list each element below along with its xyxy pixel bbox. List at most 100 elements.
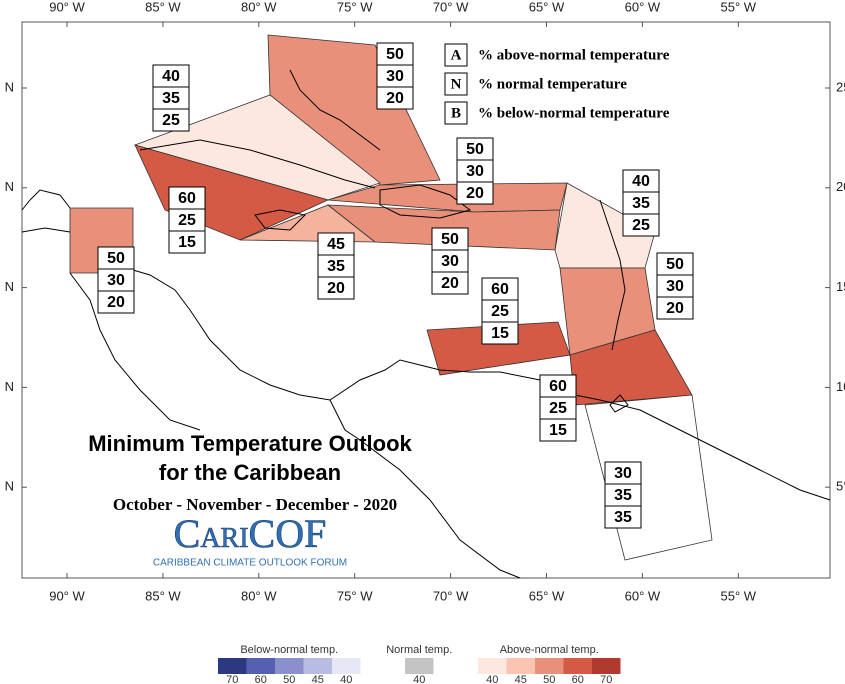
logo-name: CariCOF <box>174 511 327 556</box>
latitude-label: N <box>5 179 14 194</box>
title-line: Minimum Temperature Outlook <box>88 431 412 456</box>
logo-tagline: CARIBBEAN CLIMATE OUTLOOK FORUM <box>153 558 347 569</box>
legend-tick: 50 <box>283 674 295 684</box>
legend-tick: 45 <box>312 674 324 684</box>
legend-swatch <box>332 658 361 674</box>
probability-label: 20 <box>386 90 404 107</box>
key-text: % normal temperature <box>478 76 627 92</box>
probability-label: 20 <box>327 280 345 297</box>
key-letter: A <box>451 47 462 63</box>
probability-cell <box>152 108 190 132</box>
probability-cell <box>604 505 642 529</box>
key-text: % below-normal temperature <box>478 105 670 121</box>
key-panel <box>440 38 710 130</box>
probability-label: 20 <box>466 185 484 202</box>
legend-title: Above-normal temp. <box>500 644 599 656</box>
probability-label: 50 <box>666 256 684 273</box>
probability-label: 30 <box>614 465 632 482</box>
legend-title: Below-normal temp. <box>240 644 338 656</box>
longitude-label: 60° W <box>625 0 661 14</box>
probability-cell <box>539 418 577 442</box>
legend-swatch <box>592 658 621 674</box>
probability-label: 15 <box>491 325 509 342</box>
probability-label: 25 <box>162 112 180 129</box>
probability-label: 60 <box>549 378 567 395</box>
legend-tick: 50 <box>543 674 555 684</box>
latitude-label: N <box>5 379 14 394</box>
latitude-label: 20 <box>836 179 845 194</box>
legend-swatch <box>275 658 304 674</box>
longitude-label: 70° W <box>433 588 469 603</box>
longitude-label: 80° W <box>241 0 277 14</box>
probability-label: 35 <box>614 509 632 526</box>
probability-label: 15 <box>549 422 567 439</box>
legend-swatch <box>303 658 332 674</box>
probability-label: 40 <box>632 173 650 190</box>
probability-cell <box>481 321 519 345</box>
legend-swatch <box>218 658 247 674</box>
latitude-label: N <box>5 279 14 294</box>
probability-label: 60 <box>491 281 509 298</box>
legend-tick: 70 <box>600 674 612 684</box>
probability-label: 40 <box>162 68 180 85</box>
probability-label: 25 <box>549 400 567 417</box>
longitude-label: 65° W <box>529 588 565 603</box>
latitude-label: N <box>5 479 14 494</box>
probability-label: 20 <box>666 300 684 317</box>
probability-cell <box>456 181 494 205</box>
probability-label: 30 <box>441 253 459 270</box>
legend-tick: 40 <box>486 674 498 684</box>
legend-swatch <box>246 658 275 674</box>
probability-label: 30 <box>466 163 484 180</box>
longitude-label: 65° W <box>529 0 565 14</box>
probability-label: 15 <box>178 234 196 251</box>
probability-cell <box>168 230 206 254</box>
legend-tick: 40 <box>413 674 425 684</box>
legend-tick: 40 <box>340 674 352 684</box>
probability-label: 30 <box>386 68 404 85</box>
key-text: % above-normal temperature <box>478 47 670 63</box>
key-letter-box <box>444 43 468 67</box>
probability-label: 20 <box>441 275 459 292</box>
longitude-label: 90° W <box>49 0 85 14</box>
probability-cell <box>431 271 469 295</box>
longitude-label: 85° W <box>145 0 181 14</box>
legend-tick: 60 <box>255 674 267 684</box>
probability-cell <box>97 290 135 314</box>
probability-label: 35 <box>162 90 180 107</box>
latitude-label: 5° <box>836 479 845 494</box>
probability-cell <box>622 213 660 237</box>
legend-swatch <box>535 658 564 674</box>
legend-swatch <box>506 658 535 674</box>
latitude-label: 25 <box>836 79 845 94</box>
key-letter-box <box>444 72 468 96</box>
probability-label: 60 <box>178 190 196 207</box>
key-letter: N <box>451 76 462 92</box>
probability-label: 25 <box>632 217 650 234</box>
subtitle: October - November - December - 2020 <box>113 495 397 514</box>
key-letter-box <box>444 101 468 125</box>
legend-swatch <box>478 658 507 674</box>
longitude-label: 70° W <box>433 0 469 14</box>
probability-label: 50 <box>441 231 459 248</box>
coastlines <box>21 69 831 579</box>
probability-label: 50 <box>107 250 125 267</box>
probability-label: 30 <box>666 278 684 295</box>
probability-label: 35 <box>614 487 632 504</box>
probability-cell <box>376 86 414 110</box>
outlook-region <box>267 34 441 186</box>
legend-swatch <box>405 658 434 674</box>
probability-cell <box>656 296 694 320</box>
longitude-label: 55° W <box>721 0 757 14</box>
legend-tick: 45 <box>515 674 527 684</box>
probability-label: 35 <box>327 258 345 275</box>
probability-label: 30 <box>107 272 125 289</box>
probability-label: 25 <box>491 303 509 320</box>
longitude-label: 55° W <box>721 588 757 603</box>
longitude-label: 60° W <box>625 588 661 603</box>
latitude-label: N <box>5 79 14 94</box>
legend-swatch <box>563 658 592 674</box>
probability-label: 25 <box>178 212 196 229</box>
key-letter: B <box>451 105 461 121</box>
